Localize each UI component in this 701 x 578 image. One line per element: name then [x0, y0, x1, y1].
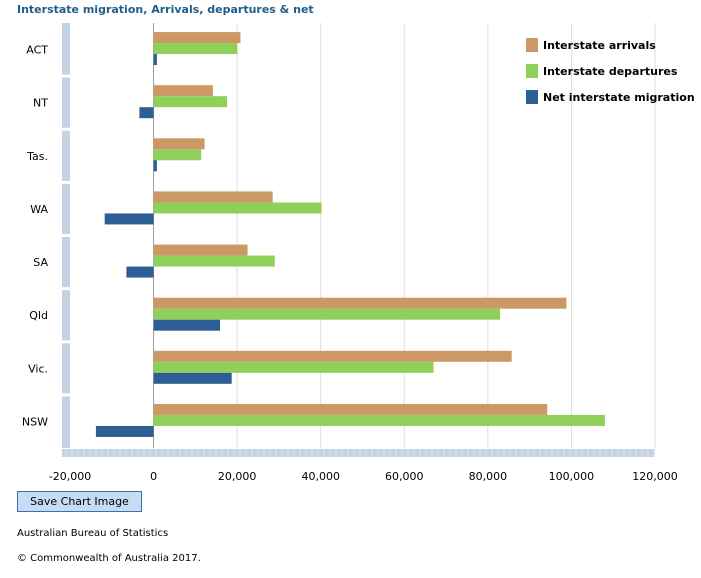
- legend-label-net-interstate-migration: Net interstate migration: [543, 91, 695, 104]
- legend-label-interstate-arrivals: Interstate arrivals: [543, 39, 656, 52]
- bar-nt-interstate-arrivals: [153, 85, 213, 97]
- bar-chart: ACT NT Tas. WA SA Qld Vic. NSW -20,000 0 20,000 40…: [22, 23, 695, 483]
- bar-wa-interstate-departures: [153, 202, 322, 214]
- bar-qld-interstate-departures: [153, 308, 500, 320]
- bar-tas-interstate-departures: [153, 149, 202, 161]
- x-tick-label: 120,000: [632, 470, 678, 483]
- bar-sa-interstate-departures: [153, 255, 275, 267]
- bar-nt-net-interstate-migration: [139, 107, 154, 119]
- bar-sa-net-interstate-migration: [126, 266, 154, 278]
- bar-nsw-interstate-departures: [153, 414, 605, 426]
- chart-title: Interstate migration, Arrivals, departur…: [17, 3, 314, 16]
- x-axis-ticks: -20,000 0 20,000 40,000 60,000 80,000 100,000 1…: [49, 470, 678, 483]
- bar-nsw-interstate-arrivals: [153, 403, 548, 415]
- value-axis-strip: [62, 449, 655, 457]
- bar-vic-interstate-arrivals: [153, 350, 512, 362]
- bar-qld-net-interstate-migration: [153, 319, 221, 331]
- legend: Interstate arrivals Interstate departures…: [526, 38, 695, 104]
- category-label-nt: NT: [33, 97, 48, 110]
- bar-tas-net-interstate-migration: [153, 160, 157, 172]
- bar-act-interstate-arrivals: [153, 32, 241, 44]
- bar-vic-net-interstate-migration: [153, 372, 232, 384]
- save-chart-image-button[interactable]: Save Chart Image: [17, 491, 142, 512]
- category-label-vic: Vic.: [28, 362, 48, 375]
- category-label-act: ACT: [26, 44, 48, 57]
- category-label-tas: Tas.: [26, 150, 48, 163]
- bars: [95, 32, 605, 437]
- category-labels: ACT NT Tas. WA SA Qld Vic. NSW: [22, 44, 49, 429]
- legend-swatch-interstate-arrivals: [526, 38, 538, 52]
- category-label-sa: SA: [33, 256, 48, 269]
- copyright-text: © Commonwealth of Australia 2017.: [17, 553, 201, 564]
- bar-wa-net-interstate-migration: [104, 213, 154, 225]
- x-tick-label: 60,000: [385, 470, 424, 483]
- x-tick-label: 40,000: [301, 470, 340, 483]
- legend-swatch-interstate-departures: [526, 64, 538, 78]
- category-label-wa: WA: [30, 203, 48, 216]
- bar-nt-interstate-departures: [153, 96, 228, 108]
- bar-tas-interstate-arrivals: [153, 138, 205, 150]
- category-label-qld: Qld: [29, 309, 48, 322]
- x-tick-label: 0: [150, 470, 157, 483]
- grid-lines: [153, 23, 656, 448]
- bar-sa-interstate-arrivals: [153, 244, 248, 256]
- x-tick-label: 100,000: [549, 470, 595, 483]
- legend-label-interstate-departures: Interstate departures: [543, 65, 678, 78]
- legend-swatch-net-interstate-migration: [526, 90, 538, 104]
- chart-frame: [62, 23, 655, 457]
- bar-act-interstate-departures: [153, 43, 238, 55]
- bar-nsw-net-interstate-migration: [95, 425, 154, 437]
- x-tick-label: -20,000: [49, 470, 91, 483]
- bar-act-net-interstate-migration: [153, 54, 157, 66]
- source-text: Australian Bureau of Statistics: [17, 528, 169, 539]
- bar-qld-interstate-arrivals: [153, 297, 567, 309]
- bar-vic-interstate-departures: [153, 361, 434, 373]
- bar-wa-interstate-arrivals: [153, 191, 273, 203]
- x-tick-label: 80,000: [469, 470, 508, 483]
- category-label-nsw: NSW: [22, 415, 48, 428]
- x-tick-label: 20,000: [218, 470, 257, 483]
